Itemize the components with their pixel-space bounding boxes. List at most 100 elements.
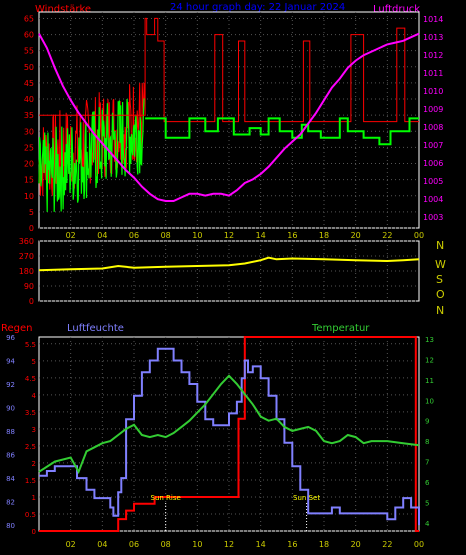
humidity-tick-label: 88	[6, 428, 15, 436]
direction-line	[38, 256, 420, 272]
time-tick-label: 16	[287, 231, 297, 240]
sunset-marker-label: Sun Set	[293, 494, 320, 502]
wind-series-layer	[38, 17, 420, 212]
pressure-tick-label: 1006	[423, 159, 443, 168]
time-tick-label: 20	[351, 540, 361, 549]
time-tick-label: 04	[97, 231, 107, 240]
rain-line	[39, 336, 419, 532]
wind-speed-tick-label: 30	[24, 127, 34, 136]
pressure-tick-label: 1005	[423, 177, 443, 186]
direction-tick-label: 180	[19, 267, 34, 276]
wind-gust-step-line	[145, 117, 419, 146]
rain-tick-label: 0.5	[25, 511, 36, 519]
time-tick-label: 18	[319, 231, 329, 240]
wind-speed-tick-label: 0	[29, 224, 34, 233]
pressure-tick-label: 1009	[423, 105, 443, 114]
compass-north-bottom: N	[436, 304, 444, 317]
pressure-axis-label: Luftdruck	[373, 4, 420, 15]
time-tick-label: 06	[129, 231, 139, 240]
time-tick-label: 06	[129, 540, 139, 549]
humidity-tick-label: 94	[6, 358, 15, 366]
pressure-tick-label: 1004	[423, 195, 443, 204]
humidity-tick-label: 82	[6, 499, 15, 507]
temperature-line	[38, 374, 420, 475]
time-tick-label: 16	[287, 540, 297, 549]
wind-speed-tick-label: 45	[24, 79, 34, 88]
rain-tick-label: 1.5	[25, 477, 36, 485]
rain-tick-label: 3	[32, 426, 36, 434]
time-tick-label: 12	[224, 231, 234, 240]
time-tick-label: 14	[256, 231, 266, 240]
climate-series-layer: Sun Rise Sun Set	[38, 336, 420, 532]
temperature-tick-label: 10	[425, 397, 434, 405]
humidity-tick-label: 90	[6, 405, 15, 413]
pressure-tick-label: 1011	[423, 69, 443, 78]
wind-speed-step-line	[39, 17, 419, 123]
temperature-tick-label: 8	[425, 438, 429, 446]
temperature-tick-label: 13	[425, 336, 434, 344]
time-tick-label: 14	[256, 540, 266, 549]
humidity-tick-label: 84	[6, 475, 15, 483]
time-tick-label: 02	[66, 231, 76, 240]
pressure-line	[38, 32, 420, 202]
compass-north-top: N	[436, 239, 444, 252]
rain-tick-label: 4	[32, 392, 37, 400]
temperature-axis-label: Temperatur	[311, 323, 370, 334]
rain-axis-label: Regen	[1, 323, 33, 334]
sunrise-marker-label: Sun Rise	[151, 494, 181, 502]
pressure-tick-label: 1003	[423, 213, 443, 222]
rain-tick-label: 5.5	[25, 341, 36, 349]
temperature-tick-label: 6	[425, 479, 430, 487]
pressure-tick-label: 1013	[423, 33, 443, 42]
wind-speed-tick-label: 10	[24, 192, 34, 201]
wind-speed-tick-label: 55	[24, 47, 34, 56]
temperature-tick-label: 9	[425, 418, 429, 426]
wind-speed-tick-label: 20	[24, 160, 34, 169]
humidity-tick-label: 80	[6, 522, 15, 530]
time-tick-label: 08	[161, 540, 171, 549]
rain-tick-label: 3.5	[25, 409, 36, 417]
compass-south: S	[436, 273, 443, 286]
axis-labels: 0510152025303540455055606510031004100510…	[6, 14, 443, 549]
direction-tick-label: 90	[24, 282, 34, 291]
time-tick-label: 10	[192, 231, 202, 240]
humidity-axis-label: Luftfeuchte	[67, 323, 124, 334]
temperature-tick-label: 4	[425, 520, 430, 528]
pressure-tick-label: 1014	[423, 15, 443, 24]
temperature-tick-label: 5	[425, 499, 429, 507]
rain-tick-label: 2	[32, 460, 36, 468]
pressure-tick-label: 1007	[423, 141, 443, 150]
time-tick-label: 08	[161, 231, 171, 240]
rain-tick-label: 5	[32, 358, 36, 366]
rain-tick-label: 4.5	[25, 375, 36, 383]
wind-speed-tick-label: 50	[24, 63, 34, 72]
rain-tick-label: 0	[32, 528, 36, 536]
direction-tick-label: 360	[19, 237, 34, 246]
direction-series-layer	[38, 256, 420, 272]
temperature-tick-label: 11	[425, 377, 434, 385]
humidity-tick-label: 86	[6, 452, 15, 460]
wind-speed-tick-label: 65	[24, 14, 34, 23]
time-tick-label: 20	[351, 231, 361, 240]
time-tick-label: 22	[382, 231, 392, 240]
wind-speed-tick-label: 15	[24, 176, 34, 185]
wind-speed-axis-label: Windstärke	[35, 4, 91, 15]
rain-tick-label: 1	[32, 494, 36, 502]
humidity-line	[39, 347, 420, 526]
time-tick-label: 22	[382, 540, 392, 549]
time-tick-label: 00	[414, 540, 424, 549]
time-tick-label: 00	[414, 231, 424, 240]
wind-speed-tick-label: 25	[24, 143, 34, 152]
rain-tick-label: 2.5	[25, 443, 36, 451]
direction-tick-label: 270	[19, 252, 34, 261]
temperature-tick-label: 12	[425, 356, 434, 364]
temperature-tick-label: 7	[425, 459, 429, 467]
humidity-tick-label: 92	[6, 381, 15, 389]
time-tick-label: 12	[224, 540, 234, 549]
time-tick-label: 04	[97, 540, 107, 549]
wind-speed-tick-label: 40	[24, 95, 34, 104]
humidity-tick-label: 96	[6, 334, 15, 342]
wind-speed-tick-label: 60	[24, 31, 34, 40]
